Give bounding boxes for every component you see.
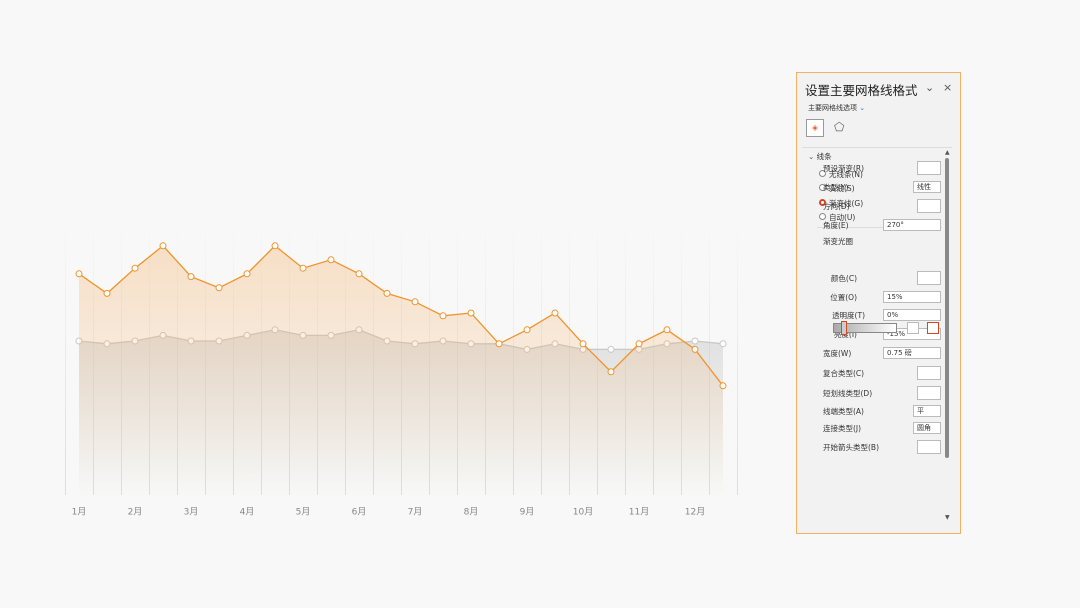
point [439,312,447,320]
radio[interactable] [819,170,826,177]
point [159,242,167,250]
point [75,270,83,278]
radio[interactable] [819,199,826,206]
subtitle-text: 主要网格线选项 [808,104,857,112]
row-label: 短划线类型(D) [823,389,873,398]
line [78,244,724,387]
area [79,245,723,495]
x-tick-label: 4月 [240,507,255,518]
point [327,256,335,264]
row-label: 线端类型(A) [823,407,864,416]
section-title: 线条 [816,152,832,161]
point [607,345,615,353]
row-label: 连接类型(J) [823,424,862,433]
x-tick-label: 11月 [629,507,649,518]
point [215,284,223,292]
x-tick-label: 2月 [128,507,143,518]
point [383,289,391,297]
row-label: 复合类型(C) [823,369,865,378]
divider [817,227,942,228]
gradient-stop[interactable] [841,321,847,335]
point [719,340,727,348]
point [719,382,727,390]
point [607,368,615,376]
picker[interactable] [917,199,941,213]
remove-stop[interactable] [927,322,939,334]
add-stop[interactable] [907,322,919,334]
input-box[interactable]: 线性 [913,181,941,193]
pane-title: 设置主要网格线格式 [805,83,918,98]
v-gridline [65,215,66,495]
row-label: 开始箭头类型(B) [823,443,879,452]
row-label: 宽度(W) [823,349,852,358]
x-tick-label: 6月 [352,507,367,518]
scroll-down[interactable]: ▼ [945,514,950,521]
point [523,326,531,334]
row-label: 方向(D) [823,202,850,211]
scrollbar[interactable] [945,158,949,458]
x-tick-label: 10月 [573,507,593,518]
point [635,340,643,348]
radio[interactable] [819,184,826,191]
row-label: 透明度(T) [832,311,865,320]
input-box[interactable]: 270° [883,219,941,231]
row-label: 角度(E) [823,221,849,230]
point [467,309,475,317]
radio-label: 实线(S) [829,184,855,193]
scroll-up[interactable]: ▲ [945,149,950,156]
fill-line-tab[interactable]: ◈ [806,119,824,137]
x-tick-label: 8月 [464,507,479,518]
point [495,340,503,348]
point [187,273,195,281]
radio-label: 渐变线(G) [829,199,864,208]
point [551,309,559,317]
x-tick-label: 7月 [408,507,423,518]
x-tick-label: 12月 [685,507,705,518]
row-label: 渐变光圈 [823,237,853,246]
input-box[interactable]: 0% [883,309,941,321]
radio-label: 无线条(N) [829,170,863,179]
pane-subtitle[interactable]: 主要网格线选项 ⌄ [808,104,866,112]
row-label: 颜色(C) [830,274,857,283]
point [243,270,251,278]
picker[interactable] [917,386,941,400]
point [691,345,699,353]
radio-label: 自动(U) [829,213,856,222]
x-tick-label: 1月 [72,507,87,518]
x-tick-label: 9月 [520,507,535,518]
point [299,264,307,272]
point [271,242,279,250]
v-gridline [737,215,738,495]
row-label: 位置(O) [830,293,857,302]
point [411,298,419,306]
point [663,326,671,334]
point [103,289,111,297]
radio[interactable] [819,213,826,220]
input-box[interactable]: 0.75 磅 [883,347,941,359]
point [131,264,139,272]
picker[interactable] [917,440,941,454]
x-tick-label: 3月 [184,507,199,518]
collapse-button[interactable]: ⌄ [925,81,935,94]
input-box[interactable]: 15% [883,291,941,303]
format-pane: 设置主要网格线格式 ⌄ × 主要网格线选项 ⌄ ◈ ⬠ ▲ ▼ ⌄ 线条 无线条… [796,72,961,534]
point [579,340,587,348]
input-box[interactable]: 平 [913,405,941,417]
section-header[interactable]: ⌄ 线条 [808,152,832,161]
x-tick-label: 5月 [296,507,311,518]
input-box[interactable]: 圆角 [913,422,941,434]
row-label: 类型(Y) [823,183,849,192]
gradient-bar[interactable] [833,323,897,333]
divider [802,147,952,148]
close-button[interactable]: × [943,81,953,94]
point [691,337,699,345]
row-label: 预设渐变(R) [823,164,865,173]
chart: 1月 2月 3月 4月 5月 6月 7月 8月 9月 10月 11月 12月 [65,215,738,518]
effects-tab[interactable]: ⬠ [834,120,845,134]
picker[interactable] [917,271,941,285]
picker[interactable] [917,161,941,175]
picker[interactable] [917,366,941,380]
point [355,270,363,278]
